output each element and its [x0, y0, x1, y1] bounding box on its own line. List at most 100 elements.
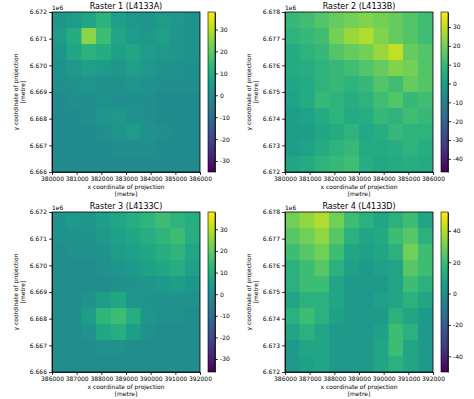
- cell: [315, 356, 330, 372]
- plot-frame: [52, 212, 200, 372]
- axis: -40-30-20-100102030: [448, 13, 463, 173]
- cell: [52, 92, 67, 108]
- cell: [374, 356, 389, 372]
- x-axis-title-line: [metre]: [115, 390, 138, 397]
- cell: [315, 60, 330, 76]
- cell: [156, 212, 171, 228]
- cell: [359, 260, 374, 276]
- tick-label: -40: [453, 353, 463, 360]
- cell: [126, 12, 141, 28]
- tick-mark: [215, 73, 218, 74]
- cell: [185, 12, 200, 28]
- tick-label: -30: [220, 355, 230, 362]
- tick: 386000: [422, 172, 445, 182]
- tick-label: 385000: [397, 175, 420, 182]
- tick-mark: [282, 172, 285, 173]
- colorbar: [208, 12, 215, 172]
- tick-mark: [49, 239, 52, 240]
- cell: [156, 28, 171, 44]
- cell: [185, 324, 200, 340]
- cell: [52, 244, 67, 260]
- cell: [111, 28, 126, 44]
- tick-label: 30: [220, 26, 228, 33]
- tick: 6.668: [30, 315, 52, 322]
- cell: [418, 244, 433, 260]
- tick: 6.674: [263, 115, 285, 122]
- tick: 10: [215, 70, 228, 77]
- tick-label: 386000: [274, 375, 297, 382]
- cell: [403, 212, 418, 228]
- tick-label: 6.671: [30, 35, 47, 42]
- cell: [126, 76, 141, 92]
- cell: [359, 124, 374, 140]
- cell: [111, 292, 126, 308]
- cell: [374, 292, 389, 308]
- cell: [403, 228, 418, 244]
- plot-frame: [285, 12, 433, 172]
- cell: [300, 308, 315, 324]
- tick: 390000: [140, 372, 163, 382]
- cell: [300, 212, 315, 228]
- cell: [82, 156, 97, 172]
- cell: [82, 140, 97, 156]
- tick-label: 0: [220, 291, 224, 298]
- tick: 382000: [323, 172, 346, 182]
- cell: [403, 324, 418, 340]
- tick-mark: [215, 229, 218, 230]
- cell: [52, 340, 67, 356]
- panel: 3800003810003820003830003840003850003860…: [12, 2, 230, 197]
- cell: [67, 156, 82, 172]
- cell: [344, 44, 359, 60]
- cell: [67, 12, 82, 28]
- tick-label: 383000: [348, 175, 371, 182]
- tick: 30: [215, 26, 228, 33]
- axis: 6.6666.6676.6686.6696.6706.6716.672: [30, 8, 53, 175]
- tick: 6.672: [263, 168, 285, 175]
- axis-offset-label: 1e6: [285, 204, 297, 211]
- cell: [329, 156, 344, 172]
- cell: [156, 356, 171, 372]
- tick-label: -30: [220, 157, 230, 164]
- cell: [52, 356, 67, 372]
- cell: [389, 156, 404, 172]
- cell: [300, 44, 315, 60]
- cell: [418, 340, 433, 356]
- cell: [111, 76, 126, 92]
- axis-line: [215, 213, 216, 373]
- title: Raster 4 (L4133D): [322, 202, 395, 211]
- cell: [285, 244, 300, 260]
- tick-label: 382000: [90, 175, 113, 182]
- cell: [96, 260, 111, 276]
- tick: 392000: [189, 372, 212, 382]
- tick-label: 380000: [274, 175, 297, 182]
- panel: 3860003870003880003890003900003910003920…: [12, 202, 230, 397]
- axis-offset-label: 1e6: [52, 4, 64, 11]
- tick: 6.676: [263, 62, 285, 69]
- cell: [418, 76, 433, 92]
- cell: [96, 340, 111, 356]
- cell: [389, 212, 404, 228]
- cell: [344, 108, 359, 124]
- cell: [418, 12, 433, 28]
- cell: [126, 212, 141, 228]
- cell: [156, 244, 171, 260]
- axis-line: [52, 213, 53, 373]
- tick-mark: [448, 140, 451, 141]
- cell: [418, 92, 433, 108]
- cell: [126, 340, 141, 356]
- cell: [67, 292, 82, 308]
- axis: 6.6666.6676.6686.6696.6706.6716.672: [30, 208, 53, 375]
- cell: [141, 308, 156, 324]
- cell: [111, 244, 126, 260]
- tick-label: 382000: [323, 175, 346, 182]
- tick-label: 10: [453, 61, 461, 68]
- tick: 6.675: [263, 288, 285, 295]
- tick: 6.678: [263, 208, 285, 215]
- tick-mark: [49, 65, 52, 66]
- tick-label: 392000: [422, 375, 445, 382]
- cell: [82, 340, 97, 356]
- tick: 385000: [164, 172, 187, 182]
- cell: [52, 28, 67, 44]
- cell: [389, 12, 404, 28]
- tick: 6.667: [30, 342, 52, 349]
